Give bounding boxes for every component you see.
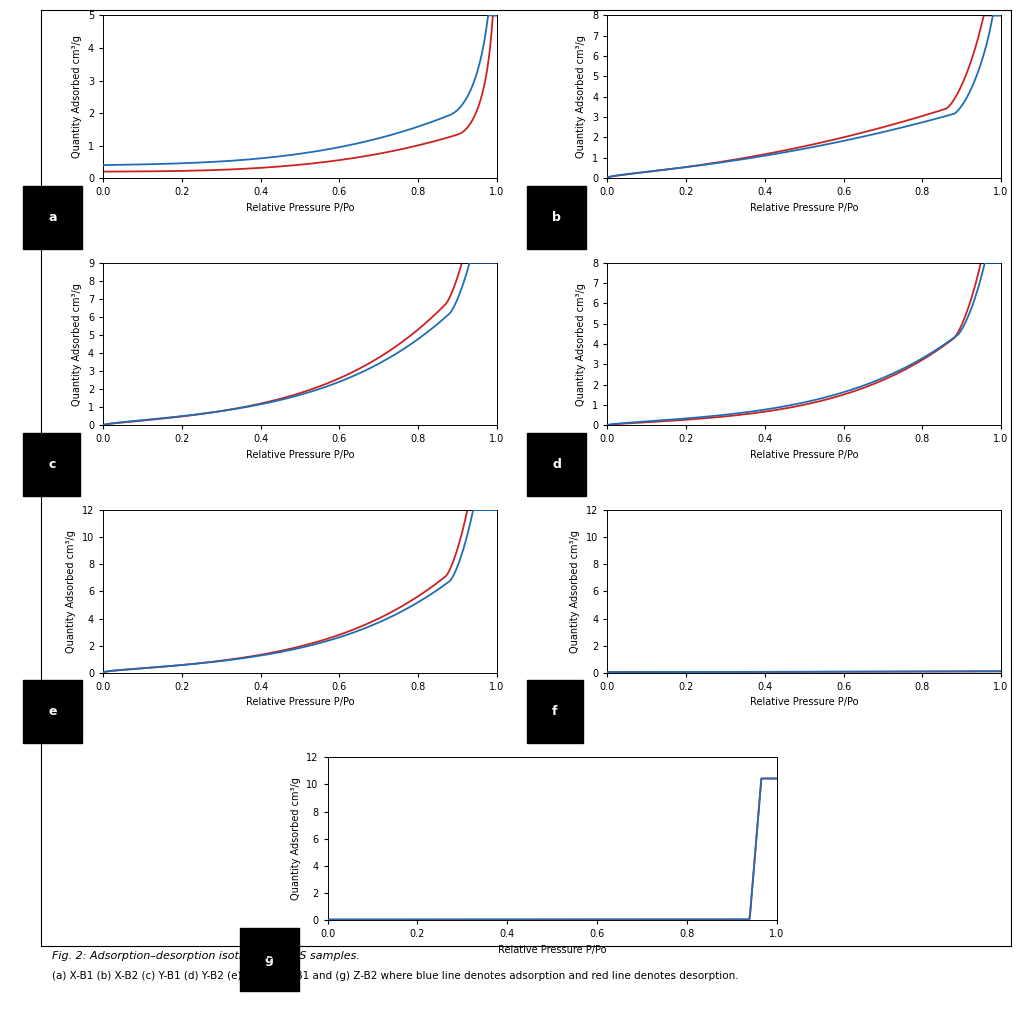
X-axis label: Relative Pressure P/Po: Relative Pressure P/Po xyxy=(750,697,859,707)
Text: c: c xyxy=(49,458,56,471)
Text: b: b xyxy=(552,211,561,224)
Text: b: b xyxy=(552,211,561,224)
Text: f: f xyxy=(552,705,557,719)
Text: Fig. 2: Adsorption–desorption isotherms of RS samples.: Fig. 2: Adsorption–desorption isotherms … xyxy=(52,951,359,961)
Text: g: g xyxy=(265,953,273,965)
Text: d: d xyxy=(552,458,561,471)
X-axis label: Relative Pressure P/Po: Relative Pressure P/Po xyxy=(246,203,354,213)
X-axis label: Relative Pressure P/Po: Relative Pressure P/Po xyxy=(246,450,354,460)
Y-axis label: Quantity Adsorbed cm³/g: Quantity Adsorbed cm³/g xyxy=(291,777,300,901)
X-axis label: Relative Pressure P/Po: Relative Pressure P/Po xyxy=(750,450,859,460)
Text: f: f xyxy=(552,705,557,719)
X-axis label: Relative Pressure P/Po: Relative Pressure P/Po xyxy=(246,697,354,707)
Y-axis label: Quantity Adsorbed cm³/g: Quantity Adsorbed cm³/g xyxy=(66,530,76,653)
Y-axis label: Quantity Adsorbed cm³/g: Quantity Adsorbed cm³/g xyxy=(72,283,83,405)
Text: a: a xyxy=(49,211,57,224)
Text: c: c xyxy=(49,458,56,471)
Y-axis label: Quantity Adsorbed cm³/g: Quantity Adsorbed cm³/g xyxy=(72,35,83,158)
Text: e: e xyxy=(49,705,57,719)
Text: g: g xyxy=(265,953,273,965)
Y-axis label: Quantity Adsorbed cm³/g: Quantity Adsorbed cm³/g xyxy=(577,35,586,158)
Text: d: d xyxy=(552,458,561,471)
Text: a: a xyxy=(49,211,57,224)
X-axis label: Relative Pressure P/Po: Relative Pressure P/Po xyxy=(497,945,607,955)
X-axis label: Relative Pressure P/Po: Relative Pressure P/Po xyxy=(750,203,859,213)
Y-axis label: Quantity Adsorbed cm³/g: Quantity Adsorbed cm³/g xyxy=(571,530,580,653)
Text: (a) X-B1 (b) X-B2 (c) Y-B1 (d) Y-B2 (e) Y-B3 (f) Z-B1 and (g) Z-B2 where blue li: (a) X-B1 (b) X-B2 (c) Y-B1 (d) Y-B2 (e) … xyxy=(52,971,738,982)
Text: e: e xyxy=(49,705,57,719)
Y-axis label: Quantity Adsorbed cm³/g: Quantity Adsorbed cm³/g xyxy=(577,283,586,405)
